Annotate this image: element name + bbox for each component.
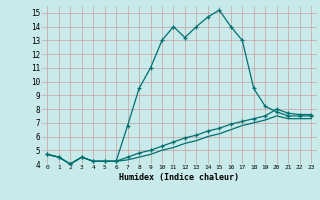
- X-axis label: Humidex (Indice chaleur): Humidex (Indice chaleur): [119, 173, 239, 182]
